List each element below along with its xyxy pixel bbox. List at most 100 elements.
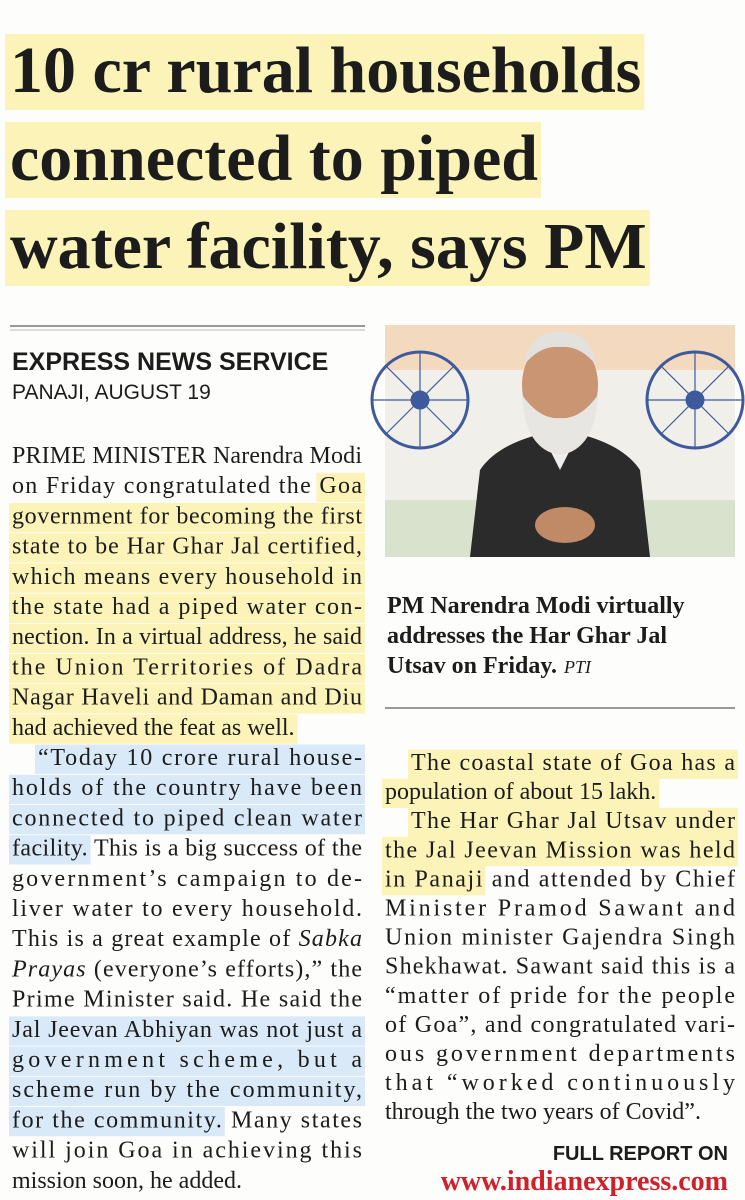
text-line: for the community. Many states — [12, 1107, 362, 1133]
text-line: the state had a piped water con- — [12, 594, 362, 620]
text-run: Nagar Haveli and Daman and Diu — [12, 685, 362, 711]
text-line: This is a great example of Sabka — [12, 926, 362, 952]
footer-label: FULL REPORT ON — [553, 1143, 728, 1165]
text-line: which means every household in — [12, 564, 362, 590]
text-line: Jal Jeevan Abhiyan was not just a — [12, 1017, 362, 1043]
highlight — [9, 1046, 366, 1076]
highlight — [5, 34, 645, 110]
text-run: for the community. — [12, 1107, 222, 1133]
text-run: in Panaji — [385, 866, 483, 892]
highlight — [9, 805, 365, 835]
text-run: government scheme, but a — [12, 1047, 362, 1073]
text-line: Prayas (everyone’s efforts),” the — [11, 956, 362, 982]
text-line: scheme run by the community, — [12, 1077, 362, 1103]
byline: EXPRESS NEWS SERVICE — [12, 348, 328, 376]
dateline: PANAJI, AUGUST 19 — [12, 381, 211, 404]
text-run: nection. In a virtual address, he said — [12, 624, 362, 650]
text-run: Jal Jeevan Abhiyan was not just a — [12, 1017, 362, 1043]
highlight — [9, 1016, 365, 1046]
text-line: Shekhawat. Sawant said this is a — [385, 954, 735, 980]
text-run: Minister Pramod Sawant and — [385, 896, 735, 922]
text-run: government for becoming the first — [12, 503, 362, 529]
text-run: had achieved the feat as well. — [12, 715, 295, 741]
text-line: will join Goa in achieving this — [12, 1138, 362, 1164]
text-run: on Friday congratulated the — [12, 473, 318, 499]
text-line: nection. In a virtual address, he said — [12, 624, 362, 650]
text-run: connected to piped clean water — [12, 805, 362, 831]
text-run: “Today 10 crore rural house- — [38, 745, 362, 771]
text-run: will join Goa in achieving this — [12, 1138, 362, 1164]
text-line: on Friday congratulated the Goa — [12, 473, 362, 499]
text-run: Goa — [319, 473, 362, 499]
highlights — [5, 34, 738, 1137]
text-line: through the two years of Covid”. — [385, 1099, 701, 1125]
text-run: Sabka — [299, 926, 362, 952]
text-line: population of about 15 lakh. — [385, 779, 656, 805]
photo-credit: PTI — [563, 657, 592, 677]
highlight — [382, 836, 738, 867]
text-run: through the two years of Covid”. — [385, 1099, 701, 1125]
highlight — [9, 774, 365, 805]
highlight — [408, 749, 738, 779]
highlight — [9, 654, 365, 684]
text-line: had achieved the feat as well. — [12, 715, 295, 741]
text-run: PRIME MINISTER Narendra Modi — [12, 443, 362, 469]
text-line: government scheme, but a — [12, 1047, 362, 1073]
text-line: PRIME MINISTER Narendra Modi — [12, 443, 362, 469]
highlight — [9, 503, 365, 533]
text-run: state to be Har Ghar Jal certified, — [12, 534, 362, 560]
caption-line: addresses the Har Ghar Jal — [387, 623, 667, 649]
text-line: “matter of pride for the people — [385, 983, 735, 1009]
text-run: holds of the country have been — [12, 775, 362, 801]
text-run: “matter of pride for the people — [385, 983, 735, 1009]
text-run: the Union Territories of Dadra — [12, 654, 362, 680]
headline-line: water facility, says PM — [10, 210, 647, 283]
highlight — [382, 778, 660, 808]
text-run: Union minister Gajendra Singh — [385, 925, 735, 951]
text-run: facility. — [12, 836, 88, 862]
highlight — [9, 684, 365, 714]
highlight — [9, 593, 365, 623]
text-line: state to be Har Ghar Jal certified, — [12, 534, 362, 560]
text-run: scheme run by the community, — [12, 1077, 362, 1103]
text-run: The Har Ghar Jal Utsav under — [411, 808, 735, 834]
text-run: liver water to every household. — [12, 896, 362, 922]
highlight — [35, 744, 365, 774]
text-line: liver water to every household. — [12, 896, 362, 922]
text-line: that “worked continuously — [385, 1070, 735, 1096]
text-line: government’s campaign to de- — [12, 866, 362, 892]
caption-line: PM Narendra Modi virtually — [387, 593, 685, 619]
text-line: Union minister Gajendra Singh — [385, 925, 735, 951]
text-line: connected to piped clean water — [12, 805, 362, 831]
text-run: of Goa”, and congratulated vari- — [385, 1012, 735, 1038]
text-line: holds of the country have been — [12, 775, 362, 801]
text-line: the Union Territories of Dadra — [12, 654, 362, 680]
text-run: that “worked continuously — [385, 1070, 735, 1096]
text-line: mission soon, he added. — [12, 1168, 242, 1194]
text-run: Shekhawat. Sawant said this is a — [385, 954, 735, 980]
text-line: Minister Pramod Sawant and — [385, 896, 735, 922]
headline-line: 10 cr rural households — [10, 34, 641, 107]
text-line: the Jal Jeevan Mission was held — [385, 837, 735, 863]
text-run: The coastal state of Goa has a — [411, 750, 735, 776]
text-run: Prayas — [11, 956, 86, 982]
text-run: (everyone’s efforts),” the — [87, 956, 362, 982]
highlight — [9, 714, 298, 744]
highlight — [382, 866, 486, 896]
text-run: This is a big success of the — [88, 836, 362, 862]
text-line: The Har Ghar Jal Utsav under — [411, 808, 735, 834]
text-line: “Today 10 crore rural house- — [38, 745, 362, 771]
text-run: This is a great example of — [12, 926, 297, 952]
text-line: Prime Minister said. He said the — [12, 987, 362, 1013]
text-run: population of about 15 lakh. — [385, 779, 656, 805]
text-run: and attended by Chief — [484, 866, 735, 892]
highlight — [9, 533, 365, 563]
highlight — [408, 807, 738, 838]
text-run: Many states — [223, 1107, 362, 1133]
text-line: of Goa”, and congratulated vari- — [385, 1012, 735, 1038]
text-run: ous government departments — [385, 1041, 735, 1067]
highlight — [5, 210, 650, 286]
photo-caption: PM Narendra Modi virtually addresses the … — [387, 593, 685, 679]
text-line: Nagar Haveli and Daman and Diu — [12, 685, 362, 711]
